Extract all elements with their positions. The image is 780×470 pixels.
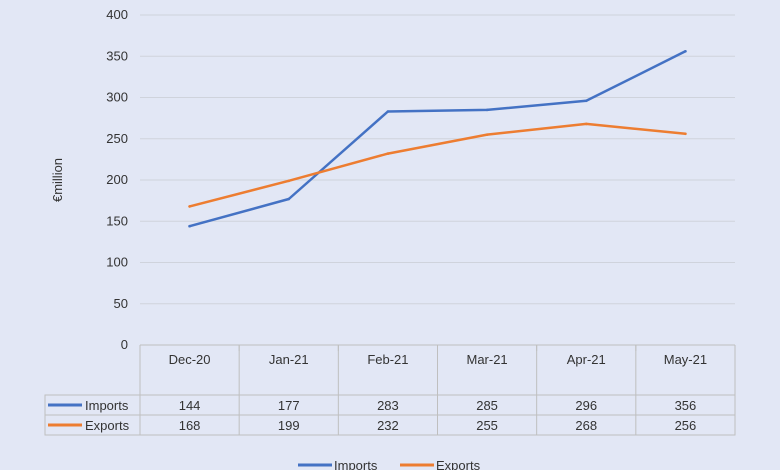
legend-label: Imports (334, 458, 378, 470)
gridlines (140, 14, 735, 346)
data-point-exports (584, 122, 588, 126)
y-tick-label: 400 (106, 7, 128, 22)
data-point-exports (485, 133, 489, 136)
y-tick-label: 200 (106, 172, 128, 187)
table-cell: 256 (675, 418, 697, 433)
x-tick-label: Mar-21 (466, 352, 507, 367)
table-cell: 268 (575, 418, 597, 433)
y-tick-label: 100 (106, 255, 128, 270)
table-cell: 168 (179, 418, 201, 433)
series-line-exports (188, 122, 687, 208)
data-point-imports (485, 108, 489, 112)
y-tick-label: 250 (106, 131, 128, 146)
y-tick-label: 0 (121, 337, 128, 352)
y-tick-label: 150 (106, 213, 128, 228)
data-point-imports (684, 50, 687, 53)
table-cell: 144 (179, 398, 201, 413)
table-series-label: Exports (85, 418, 130, 433)
data-point-imports (287, 197, 291, 201)
data-point-imports (386, 110, 390, 113)
data-point-exports (287, 179, 291, 183)
y-tick-label: 300 (106, 90, 128, 105)
x-axis: Dec-20 Jan-21 Feb-21 Mar-21 Apr-21 May-21 (139, 345, 736, 367)
x-tick-label: Jan-21 (269, 352, 309, 367)
table-cell: 285 (476, 398, 498, 413)
series-line-imports (188, 50, 687, 228)
data-table: Imports 144 177 283 285 296 356 Exports 168 199 23… (44, 345, 736, 436)
legend: Imports Exports (298, 458, 481, 470)
data-point-exports (188, 205, 191, 208)
table-cell: 199 (278, 418, 300, 433)
y-axis: 0 50 100 150 200 250 300 350 400 (106, 7, 128, 352)
series-lines (188, 50, 687, 228)
x-tick-label: May-21 (664, 352, 707, 367)
data-point-exports (386, 152, 390, 155)
data-point-exports (684, 132, 687, 136)
table-cell: 356 (675, 398, 697, 413)
y-axis-label: €million (50, 158, 65, 202)
x-tick-label: Feb-21 (367, 352, 408, 367)
data-point-imports (188, 224, 191, 228)
legend-label: Exports (436, 458, 481, 470)
table-cell: 177 (278, 398, 300, 413)
y-tick-label: 350 (106, 48, 128, 63)
data-point-imports (584, 99, 588, 103)
table-cell: 255 (476, 418, 498, 433)
x-tick-label: Apr-21 (567, 352, 606, 367)
table-cell: 283 (377, 398, 399, 413)
y-tick-label: 50 (114, 296, 128, 311)
table-series-label: Imports (85, 398, 129, 413)
table-cell: 232 (377, 418, 399, 433)
x-tick-label: Dec-20 (169, 352, 211, 367)
table-cell: 296 (575, 398, 597, 413)
